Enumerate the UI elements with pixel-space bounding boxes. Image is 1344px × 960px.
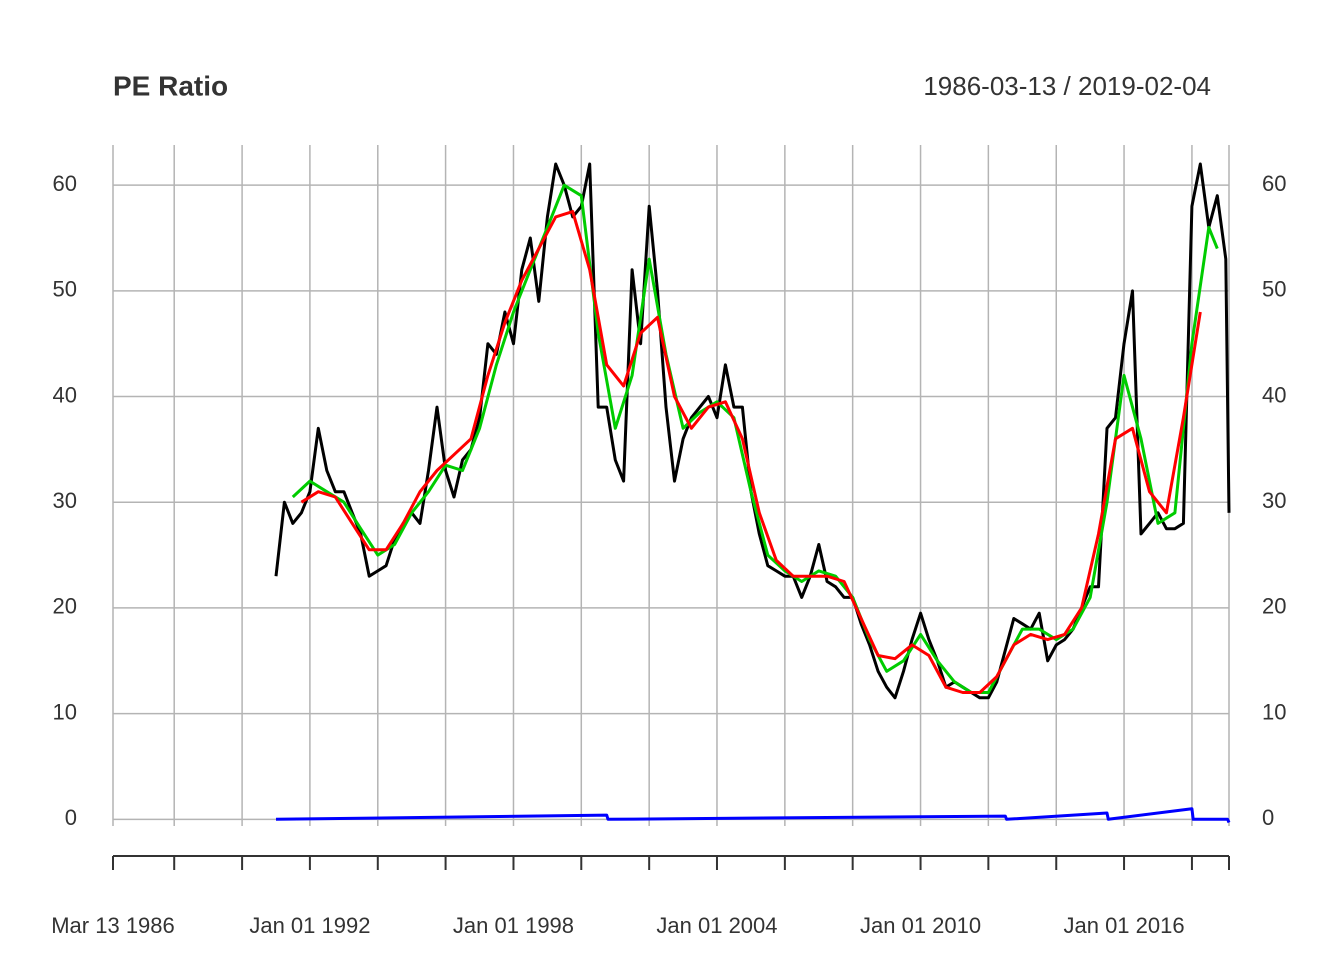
y-tick-label-right: 30	[1262, 488, 1286, 513]
y-tick-label-right: 50	[1262, 277, 1286, 302]
y-tick-label-right: 60	[1262, 171, 1286, 196]
x-tick-label: Jan 01 2004	[656, 913, 777, 938]
y-tick-label-right: 40	[1262, 382, 1286, 407]
x-tick-label: Jan 01 1992	[249, 913, 370, 938]
series-line	[275, 807, 1231, 824]
series-line	[300, 210, 1202, 694]
chart-subtitle: 1986-03-13 / 2019-02-04	[923, 71, 1211, 101]
y-tick-label-right: 10	[1262, 699, 1286, 724]
y-tick-label: 30	[53, 488, 77, 513]
y-tick-label-right: 0	[1262, 805, 1274, 830]
y-tick-label-right: 20	[1262, 594, 1286, 619]
x-tick-label: Mar 13 1986	[51, 913, 175, 938]
y-tick-label: 40	[53, 382, 77, 407]
y-tick-label: 50	[53, 277, 77, 302]
y-tick-label: 0	[65, 805, 77, 830]
series-line	[291, 183, 1219, 694]
x-tick-label: Jan 01 2010	[860, 913, 981, 938]
x-tick-label: Jan 01 1998	[453, 913, 574, 938]
y-tick-label: 20	[53, 594, 77, 619]
x-tick-label: Jan 01 2016	[1063, 913, 1184, 938]
y-tick-label: 60	[53, 171, 77, 196]
y-tick-label: 10	[53, 699, 77, 724]
chart-title: PE Ratio	[113, 70, 228, 101]
